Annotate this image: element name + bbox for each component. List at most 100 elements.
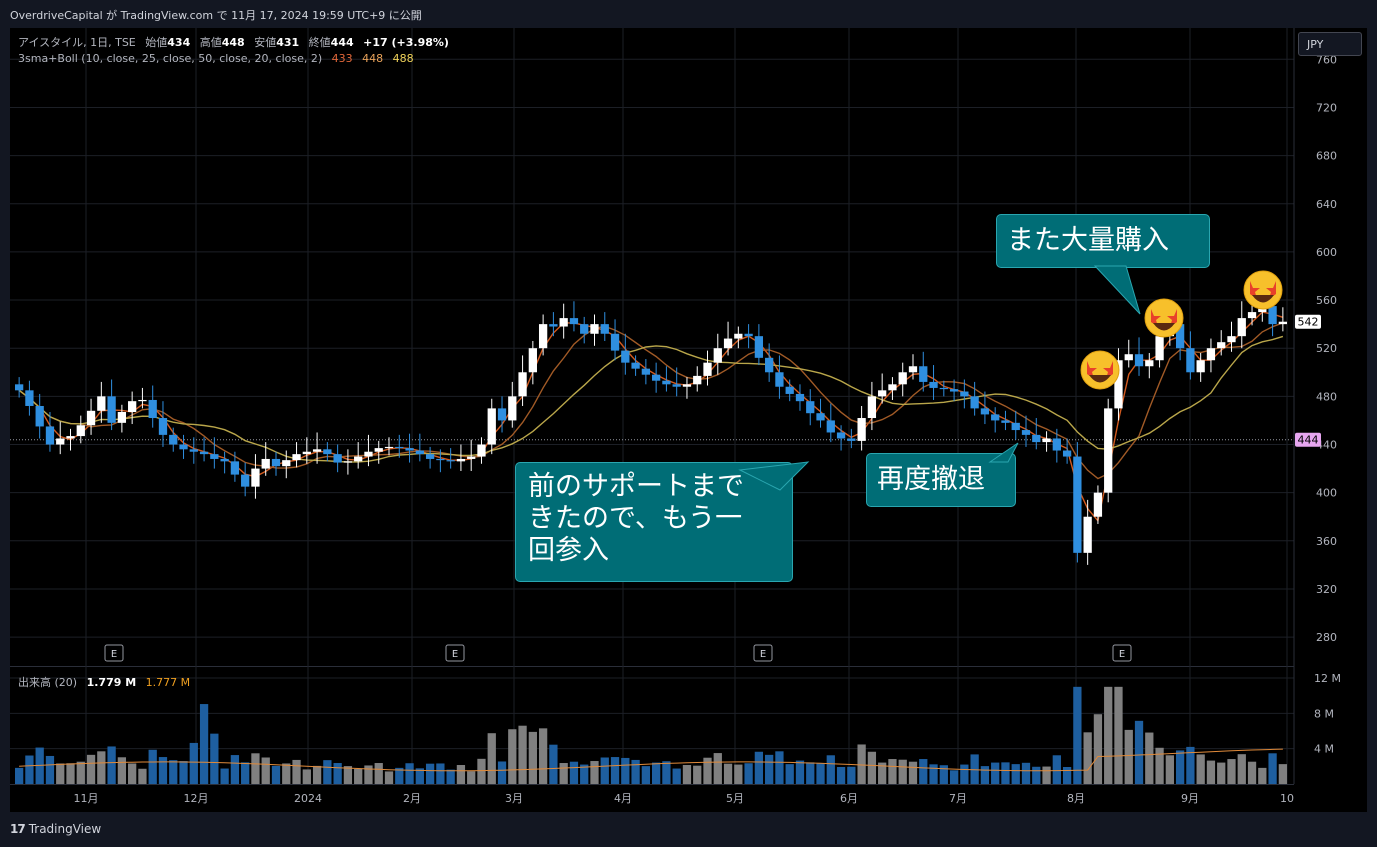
volume-bar: [960, 764, 969, 784]
volume-bar: [754, 751, 764, 784]
candle-body: [1227, 336, 1236, 343]
candle-body: [600, 324, 609, 334]
volume-bar: [1258, 767, 1267, 784]
volume-bar: [477, 758, 486, 784]
time-tick-label: 2月: [403, 792, 421, 805]
star-eye-right: [1167, 309, 1177, 327]
candle-body: [436, 458, 445, 461]
candle-body: [929, 381, 938, 388]
price-chart[interactable]: 760 720 680 640 600 560 520 480 440 400 360 320 280 1…: [10, 28, 1367, 812]
volume-bar: [703, 757, 712, 784]
candle-body: [610, 333, 620, 351]
candle-body: [734, 333, 743, 339]
grid-lines: [10, 28, 1367, 785]
candle-body: [271, 458, 281, 467]
candle-body: [898, 372, 907, 385]
candle-body: [261, 458, 270, 469]
volume-bar: [970, 754, 979, 784]
volume-bar: [1145, 732, 1154, 784]
callout-support-entry: 前のサポートまで きたので、もう一 回参入: [515, 462, 793, 582]
candle-body: [138, 399, 147, 402]
volume-bar: [271, 765, 281, 784]
emoji-mouth: [1252, 295, 1274, 303]
sma-long-line: [18, 335, 1284, 463]
volume-bar: [1237, 754, 1246, 784]
price-tick-label: 280: [1316, 631, 1337, 644]
earnings-marker: [1112, 644, 1132, 662]
volume-bar: [508, 729, 517, 784]
candle-body: [816, 413, 825, 421]
candle-body: [1073, 456, 1082, 553]
volume-tick-label: 4 M: [1314, 743, 1334, 756]
candle-body: [158, 418, 168, 435]
candle-body: [1186, 348, 1195, 373]
candle-body: [1268, 306, 1277, 325]
brand-name: TradingView: [28, 822, 102, 836]
volume-bar: [878, 762, 887, 784]
candle-body: [487, 408, 496, 445]
candle-body: [939, 387, 948, 390]
time-axis: 11月 12月 2024 2月 3月 4月 5月 6月 7月 8月 9月 10: [74, 792, 1295, 805]
volume-bar: [487, 733, 496, 784]
volume-bar: [939, 765, 948, 784]
currency-button[interactable]: JPY: [1298, 32, 1362, 56]
candle-body: [1134, 354, 1144, 367]
volume-bar: [1186, 746, 1195, 784]
candle-body: [775, 372, 784, 387]
candle-body: [590, 324, 599, 334]
volume-bar: [867, 751, 877, 784]
volume-bar: [672, 768, 681, 784]
volume-bar: [1114, 686, 1123, 784]
price-tick-label: 600: [1316, 246, 1337, 259]
volume-bar: [456, 765, 466, 784]
candle-body: [128, 401, 137, 413]
volume-bar: [76, 761, 85, 784]
price-axis: 760 720 680 640 600 560 520 480 440 400 360 320 280 1…: [1293, 28, 1367, 812]
candle-body: [477, 444, 486, 457]
volume-tick-label: 12 M: [1314, 672, 1341, 685]
tradingview-logo[interactable]: 17 TradingView: [10, 822, 101, 836]
candle-body: [333, 454, 342, 463]
candle-body: [919, 366, 928, 382]
time-tick-label: 10: [1280, 792, 1294, 805]
candle-body: [302, 451, 311, 455]
volume-bar: [1247, 761, 1257, 784]
candle-body: [703, 362, 712, 376]
candle-body: [795, 393, 805, 402]
volume-bar: [1083, 732, 1092, 784]
star-eye-right: [1103, 361, 1113, 379]
time-tick-label: 11月: [74, 792, 99, 805]
volume-bar: [826, 755, 835, 784]
volume-bar: [1134, 720, 1144, 784]
candle-body: [631, 362, 640, 369]
volume-bar: [302, 769, 311, 784]
volume-bar: [1165, 755, 1174, 784]
volume-bar: [1011, 764, 1020, 784]
chart-area[interactable]: 760 720 680 640 600 560 520 480 440 400 360 320 280 1…: [10, 28, 1367, 812]
price-tick-label: 760: [1316, 53, 1337, 66]
volume-bar: [251, 753, 260, 784]
candle-body: [765, 357, 774, 373]
volume-bar: [908, 761, 918, 784]
candle-body: [323, 449, 332, 455]
volume-bar: [631, 759, 640, 784]
volume-bar: [210, 733, 219, 784]
candle-body: [1021, 430, 1031, 435]
volume-bar: [991, 762, 1000, 784]
candle-body: [970, 396, 979, 409]
candle-body: [220, 458, 229, 462]
volume-bar: [1268, 753, 1277, 784]
candle-body: [1052, 438, 1061, 451]
volume-bar: [189, 742, 198, 784]
volume-bar: [888, 759, 897, 784]
candle-body: [621, 350, 630, 363]
earnings-marker-label: E: [760, 649, 766, 660]
candle-body: [723, 338, 733, 349]
volume-bar: [980, 766, 990, 784]
candle-body: [497, 408, 507, 421]
volume-bar: [518, 725, 527, 784]
price-tick-label: 640: [1316, 198, 1337, 211]
volume-bar: [590, 761, 599, 784]
volume-bar: [415, 768, 424, 784]
